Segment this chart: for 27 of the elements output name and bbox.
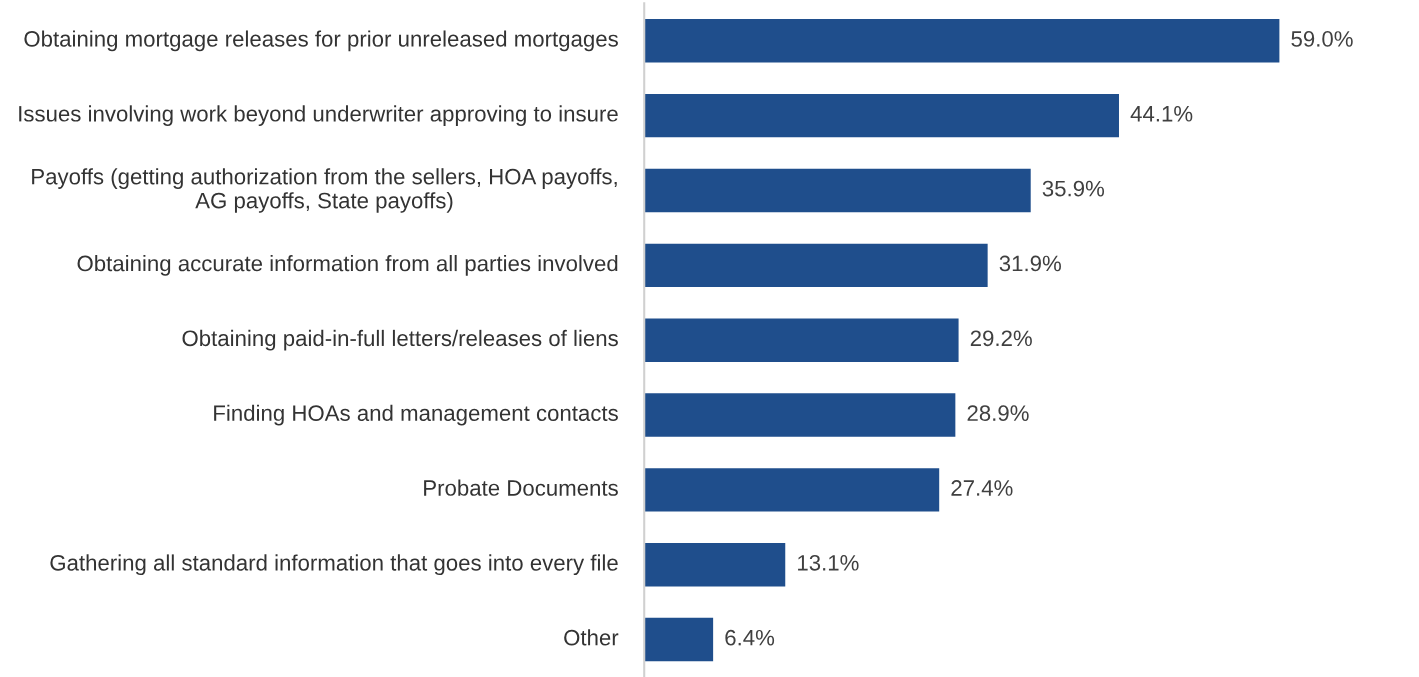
bar [644,318,959,362]
bar [644,93,1119,138]
data-label: 13.1% [798,554,859,571]
bar [644,393,956,437]
y-tick-label: Finding HOAs and management contacts [214,404,618,426]
y-tick-label: Payoffs (getting authorization from the sellers, HOA payoffs, AG payoffs, State payoffs) [32,168,617,213]
data-label: 6.4% [725,629,775,646]
bar [644,543,786,587]
bar [644,468,940,512]
y-tick-label: Other [564,629,619,646]
bar [644,243,988,288]
data-label: 29.2% [970,330,1032,347]
y-tick-label: Probate Documents [424,479,618,496]
y-tick-label: Gathering all standard information that goes into every file [50,554,618,576]
data-label: 59.0% [1291,31,1353,47]
bar [644,617,714,662]
y-tick-label: Obtaining paid-in-full letters/releases of liens [182,329,618,351]
y-tick-label: Obtaining accurate information from all parties involved [77,254,618,276]
data-label: 28.9% [967,405,1029,421]
bar [644,19,1280,63]
data-label: 35.9% [1042,180,1105,197]
data-label: 44.1% [1130,105,1193,122]
data-label: 31.9% [999,255,1061,272]
y-tick-label: Issues involving work beyond underwriter approving to insure [19,105,618,127]
bar [644,168,1031,213]
data-label: 27.4% [951,480,1013,496]
y-tick-label: Obtaining mortgage releases for prior unreleased mortgages [24,30,618,52]
